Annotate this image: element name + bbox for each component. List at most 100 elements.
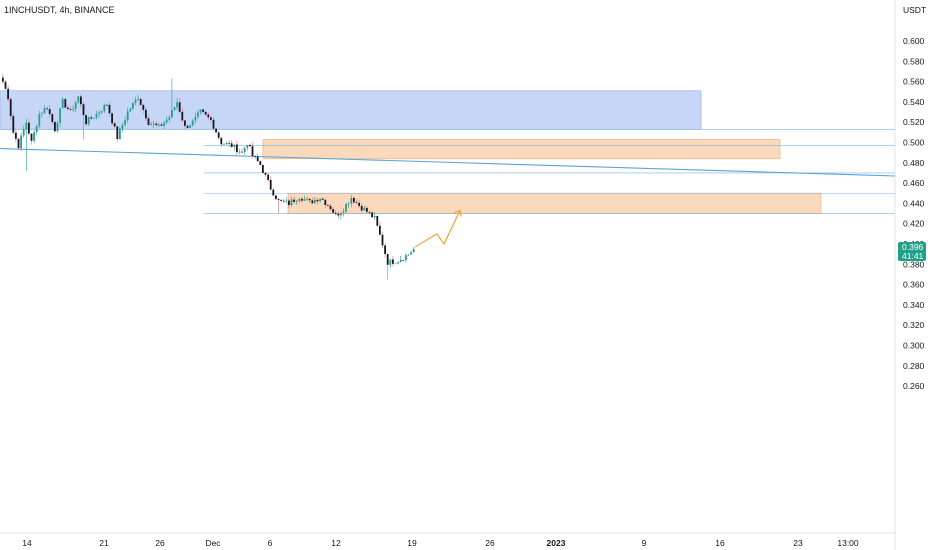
- candle-body: [217, 132, 220, 138]
- candle-body: [316, 199, 319, 202]
- candle-body: [28, 122, 30, 134]
- candle-body: [113, 123, 116, 127]
- zone-blue: [0, 90, 702, 130]
- candle-body: [137, 99, 139, 100]
- candle-body: [121, 124, 124, 129]
- time-tick-label: 9: [642, 538, 647, 548]
- candle-body: [46, 108, 48, 110]
- candle-body: [381, 234, 384, 246]
- candle-body: [165, 119, 168, 123]
- projection-arrow[interactable]: [414, 210, 461, 248]
- trendline[interactable]: [0, 148, 896, 177]
- candle-body: [106, 104, 108, 106]
- current-price-badge: [898, 242, 926, 262]
- candle-body: [72, 108, 74, 110]
- candle-body: [43, 108, 46, 114]
- time-tick-label: 2023: [547, 538, 566, 548]
- candle-body: [334, 212, 337, 214]
- candle-body: [249, 145, 251, 147]
- price-tick-label: 0.360: [903, 280, 925, 290]
- price-tick-label: 0.300: [903, 341, 925, 351]
- current-price-label: 0.396: [902, 242, 924, 252]
- time-tick-label: 21: [99, 538, 109, 548]
- price-tick-label: 0.440: [903, 198, 925, 208]
- candle-body: [67, 107, 69, 110]
- candle-body: [230, 143, 233, 147]
- candle-body: [298, 198, 301, 201]
- candle-body: [371, 212, 373, 218]
- candle-body: [82, 104, 85, 116]
- candle-body: [332, 209, 334, 213]
- candle-body: [178, 102, 181, 112]
- candle-body: [405, 255, 407, 261]
- candle-body: [223, 143, 225, 145]
- candle-body: [314, 199, 316, 204]
- candle-body: [350, 197, 353, 204]
- candle-body: [376, 216, 379, 226]
- candle-body: [342, 211, 345, 213]
- time-tick-label: 14: [22, 538, 32, 548]
- candle-body: [171, 109, 173, 118]
- candle-body: [191, 120, 194, 126]
- candle-body: [353, 197, 355, 203]
- zone-orange-1: [262, 139, 781, 160]
- candle-body: [124, 120, 126, 125]
- candle-body: [54, 121, 56, 132]
- candle-body: [366, 207, 368, 212]
- candle-body: [392, 259, 394, 264]
- candle-body: [337, 213, 340, 216]
- candle-body: [51, 114, 54, 122]
- candle-body: [197, 112, 199, 117]
- price-tick-label: 0.420: [903, 219, 925, 229]
- candle-body: [98, 112, 100, 114]
- price-tick-label: 0.580: [903, 56, 925, 66]
- candle-body: [80, 96, 82, 105]
- candle-body: [56, 122, 59, 132]
- candle-body: [12, 116, 15, 133]
- price-tick-label: 0.540: [903, 97, 925, 107]
- candle-body: [368, 211, 371, 213]
- candle-body: [269, 179, 272, 190]
- candle-body: [189, 125, 191, 128]
- candle-body: [412, 248, 415, 253]
- candle-body: [17, 138, 20, 149]
- candle-body: [215, 128, 217, 133]
- candle-body: [329, 205, 332, 210]
- candle-body: [272, 189, 275, 196]
- candle-body: [267, 174, 269, 180]
- candle-body: [277, 199, 280, 201]
- candle-body: [95, 113, 98, 118]
- countdown-label: 41:41: [902, 251, 924, 261]
- candle-body: [145, 109, 147, 119]
- price-tick-label: 0.520: [903, 117, 925, 127]
- candle-body: [181, 111, 184, 121]
- candle-body: [243, 147, 246, 153]
- candle-body: [199, 109, 202, 113]
- candle-body: [246, 145, 249, 148]
- candle-body: [30, 133, 33, 141]
- candle-body: [402, 259, 405, 261]
- candle-body: [158, 124, 160, 126]
- candle-body: [77, 96, 80, 103]
- candle-body: [155, 123, 158, 126]
- candle-body: [256, 156, 259, 162]
- candle-body: [59, 108, 61, 123]
- candle-body: [111, 113, 113, 124]
- candle-body: [150, 124, 152, 125]
- candle-body: [22, 129, 25, 136]
- time-tick-label: 16: [715, 538, 725, 548]
- candle-body: [132, 102, 134, 109]
- candle-body: [407, 254, 410, 256]
- candle-body: [25, 122, 28, 130]
- price-tick-label: 0.340: [903, 300, 925, 310]
- candle-body: [290, 199, 293, 206]
- candle-body: [254, 155, 256, 157]
- candle-body: [308, 198, 311, 201]
- price-tick-label: 0.600: [903, 36, 925, 46]
- price-tick-label: 0.460: [903, 178, 925, 188]
- candle-body: [210, 117, 212, 120]
- candle-body: [259, 161, 262, 166]
- candle-body: [345, 203, 347, 212]
- price-tick-label: 0.260: [903, 381, 925, 391]
